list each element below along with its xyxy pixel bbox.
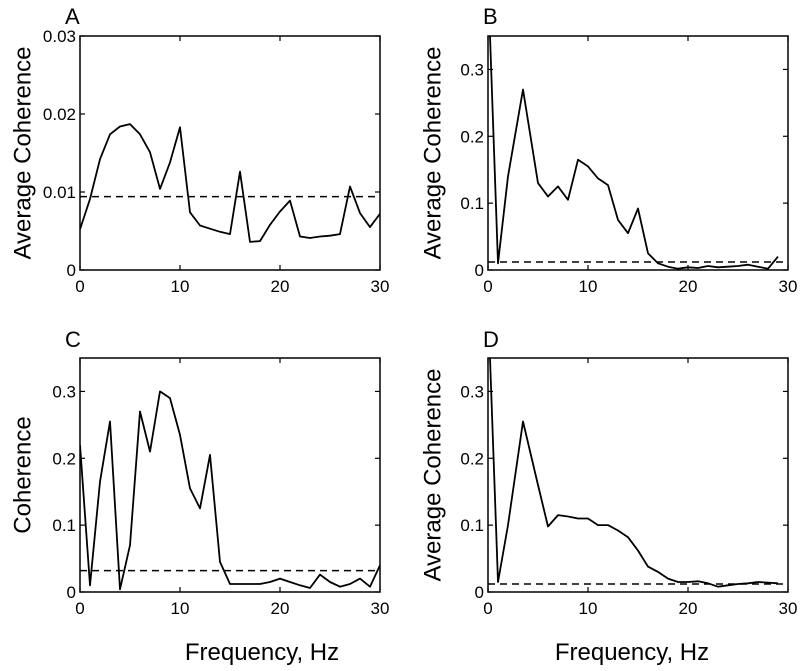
panel-c: 0 10 20 30 0 0.1 0.2 0.3 C Coherence [9,327,389,618]
chart-b-y-tick-label: 0.3 [460,60,484,79]
chart-b-x-tick-label: 0 [483,277,492,296]
chart-b-x-tick-label: 10 [579,277,598,296]
chart-a-y-tick-label: 0.01 [43,183,76,202]
chart-a-x-tick-label: 20 [271,277,290,296]
chart-b-x-tick-label: 20 [679,277,698,296]
chart-c-y-tick-label: 0.3 [52,382,76,401]
chart-c-y-tick-label: 0.1 [52,516,76,535]
chart-d-frame [487,357,789,593]
chart-b-x-tick-label: 30 [779,277,798,296]
chart-d-x-tick-label: 10 [579,599,598,618]
chart-d-y-tick-label: 0 [475,583,484,602]
chart-a-y-axis-label: Average Coherence [9,46,36,259]
chart-c-y-tick-label: 0 [67,583,76,602]
chart-d-y-tick-label: 0.1 [460,516,484,535]
chart-c-x-tick-label: 30 [371,599,390,618]
chart-c-x-tick-label: 20 [271,599,290,618]
chart-c-y-tick-label: 0.2 [52,449,76,468]
chart-c-frame [79,357,381,593]
chart-b-y-tick-label: 0 [475,261,484,280]
chart-a-y-tick-label: 0.02 [43,105,76,124]
chart-d-panel-letter: D [483,327,499,352]
chart-d-x-tick-label: 0 [483,599,492,618]
chart-a-coherence-line [80,123,380,243]
panel-a: 0 10 20 30 0 0.01 0.02 0.03A Average Coherence [9,4,389,296]
chart-b-y-axis-label: Average Coherence [419,46,446,259]
panel-d: 0 10 20 30 0 0.1 0.2 0.3 D Average Coherence [419,327,797,618]
chart-c-panel-letter: C [65,327,81,352]
chart-a-x-tick-label: 30 [371,277,390,296]
chart-c-coherence-line [80,390,380,591]
chart-c-x-tick-label: 10 [171,599,190,618]
chart-b-coherence-line [489,36,779,270]
chart-a-x-tick-label: 10 [171,277,190,296]
chart-b-panel-letter: B [483,4,498,29]
chart-d-x-tick-label: 30 [779,599,798,618]
chart-d-y-axis-label: Average Coherence [419,368,446,581]
x-axis-label-left: Frequency, Hz [185,639,339,666]
chart-a-y-tick-label: 0 [67,261,76,280]
x-axis-label-right: Frequency, Hz [555,639,709,666]
chart-a-frame [79,35,381,271]
chart-b-y-tick-label: 0.1 [460,194,484,213]
chart-a-x-tick-label: 0 [75,277,84,296]
chart-d-x-tick-label: 20 [679,599,698,618]
chart-d-coherence-line [489,358,779,588]
chart-c-x-tick-label: 0 [75,599,84,618]
panel-b: 0 10 20 30 0 0.1 0.2 0.3 B Average Coherence [419,4,797,296]
chart-d-y-tick-label: 0.2 [460,449,484,468]
chart-b-frame [487,35,789,271]
chart-c-y-axis-label: Coherence [9,416,36,533]
chart-a-panel-letter: A [65,4,80,29]
chart-b-y-tick-label: 0.2 [460,127,484,146]
chart-a-y-tick-label: 0.03 [43,27,76,46]
chart-d-y-tick-label: 0.3 [460,382,484,401]
